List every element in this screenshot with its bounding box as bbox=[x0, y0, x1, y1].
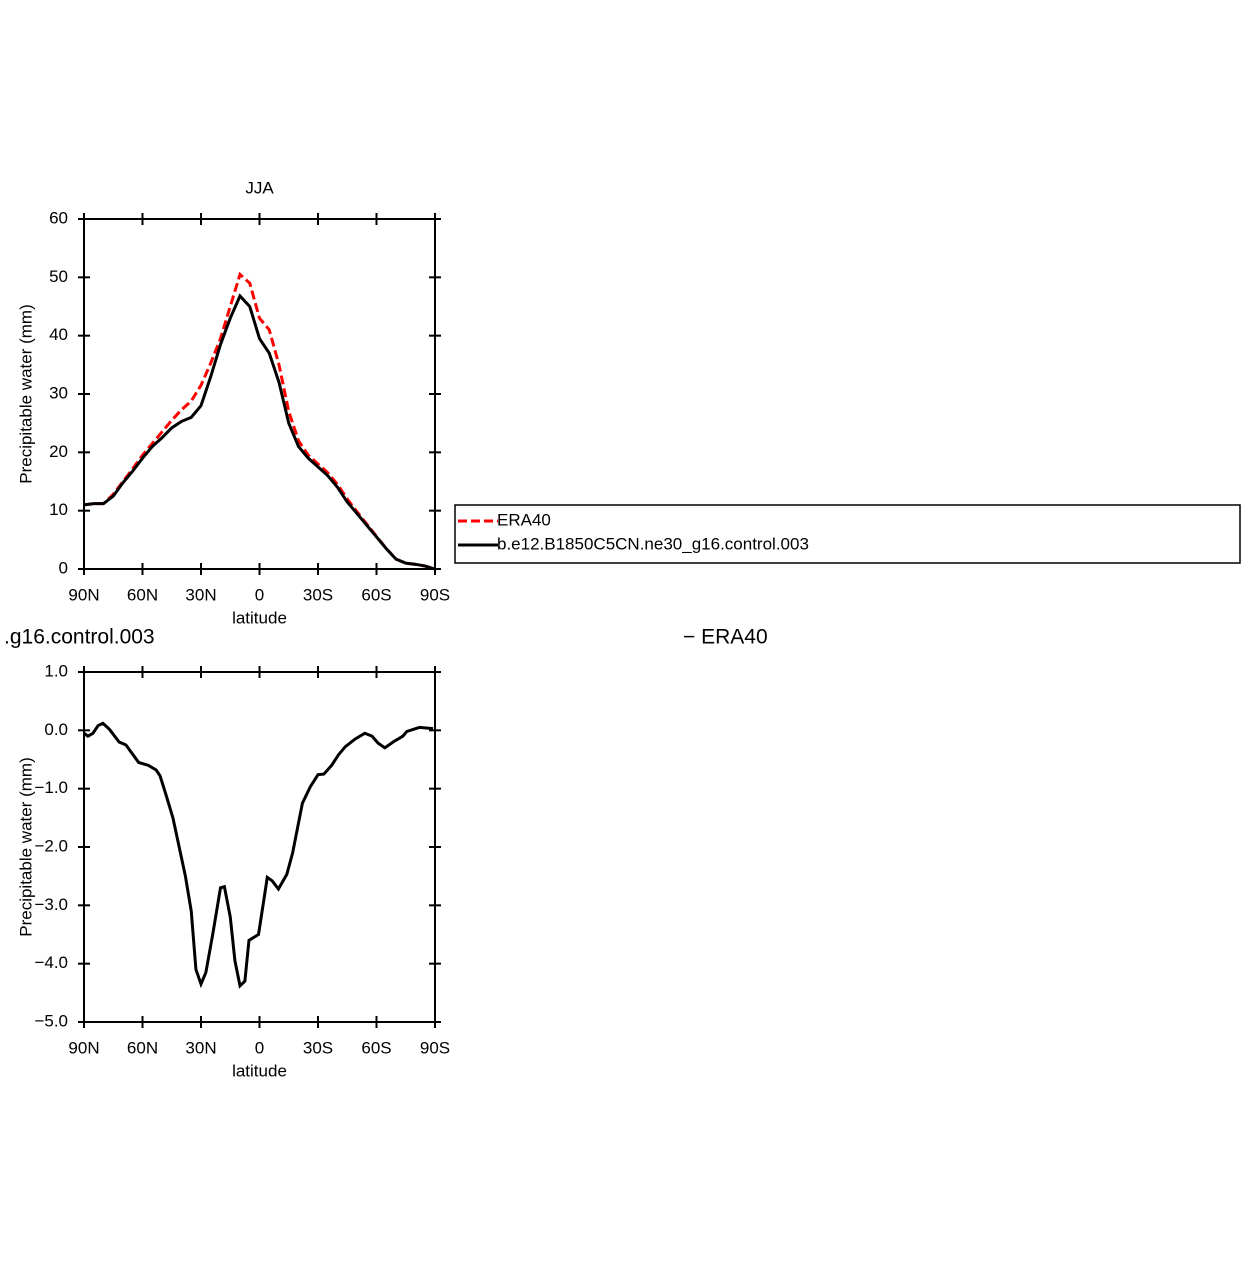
x-tick-label: 90S bbox=[420, 1038, 450, 1057]
y-tick-label: 30 bbox=[49, 383, 68, 402]
legend-label: b.e12.B1850C5CN.ne30_g16.control.003 bbox=[497, 534, 809, 553]
x-tick-label: 30S bbox=[303, 1038, 333, 1057]
y-axis-label: Precipitable water (mm) bbox=[16, 757, 35, 937]
plot-frame bbox=[83, 218, 436, 570]
y-tick-label: −5.0 bbox=[34, 1011, 68, 1030]
y-label-clip: Precipitable water (mm) bbox=[16, 757, 35, 937]
data-line bbox=[83, 293, 436, 571]
y-tick-label: 60 bbox=[49, 208, 68, 227]
y-tick-label: −2.0 bbox=[34, 836, 68, 855]
y-axis-label: Precipitable water (mm) bbox=[16, 304, 35, 484]
y-tick-label: 40 bbox=[49, 325, 68, 344]
x-tick-label: 90S bbox=[420, 585, 450, 604]
data-line bbox=[83, 271, 436, 571]
x-tick-label: 30N bbox=[185, 1038, 216, 1057]
x-tick-label: 60N bbox=[127, 1038, 158, 1057]
x-tick-label: 60N bbox=[127, 585, 158, 604]
legend-label: ERA40 bbox=[497, 510, 551, 529]
chart-title: JJA bbox=[245, 178, 274, 197]
x-tick-label: 0 bbox=[255, 1038, 264, 1057]
chart-title-left: .g16.control.003 bbox=[4, 626, 155, 649]
plot-frame bbox=[83, 671, 436, 1023]
x-axis-label: latitude bbox=[232, 1061, 287, 1080]
data-line bbox=[83, 721, 434, 989]
chart-title-right: − ERA40 bbox=[683, 626, 768, 649]
y-tick-label: 1.0 bbox=[44, 661, 68, 680]
y-tick-label: −3.0 bbox=[34, 895, 68, 914]
y-tick-label: 20 bbox=[49, 442, 68, 461]
x-tick-label: 60S bbox=[361, 1038, 391, 1057]
y-tick-label: 50 bbox=[49, 267, 68, 286]
x-tick-label: 30N bbox=[185, 585, 216, 604]
x-tick-label: 60S bbox=[361, 585, 391, 604]
y-tick-label: 0.0 bbox=[44, 720, 68, 739]
x-tick-label: 90N bbox=[68, 1038, 99, 1057]
y-tick-label: 0 bbox=[59, 558, 68, 577]
y-tick-label: −4.0 bbox=[34, 953, 68, 972]
x-tick-label: 0 bbox=[255, 585, 264, 604]
legend-box bbox=[454, 504, 1241, 564]
y-tick-label: −1.0 bbox=[34, 778, 68, 797]
y-tick-label: 10 bbox=[49, 500, 68, 519]
x-axis-label: latitude bbox=[232, 608, 287, 627]
x-tick-label: 30S bbox=[303, 585, 333, 604]
x-tick-label: 90N bbox=[68, 585, 99, 604]
